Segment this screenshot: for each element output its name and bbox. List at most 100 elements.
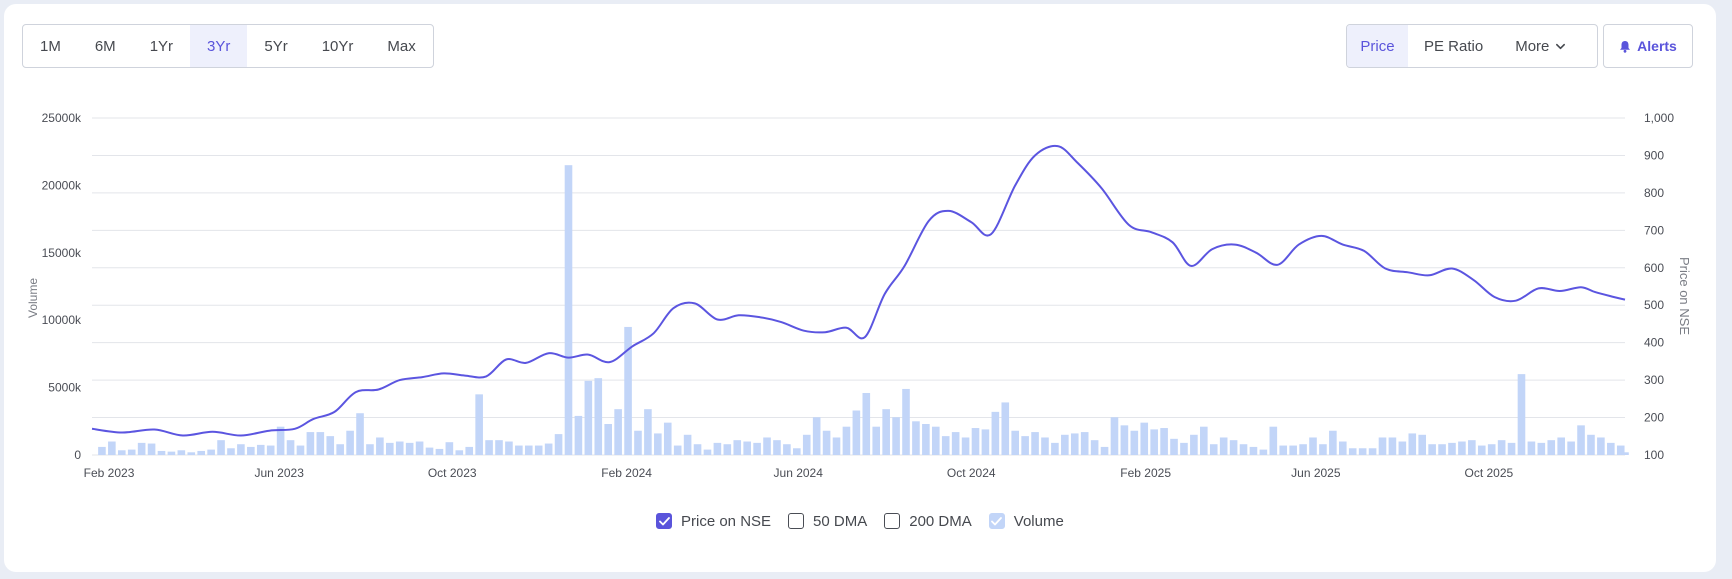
- volume-bar: [147, 443, 156, 455]
- x-tick-label: Oct 2023: [428, 466, 477, 480]
- volume-bar: [1547, 440, 1556, 455]
- volume-bar: [425, 447, 434, 455]
- volume-bar: [475, 394, 483, 455]
- y-left-tick-label: 25000k: [42, 111, 82, 125]
- volume-bar: [515, 445, 523, 455]
- chart-card: [4, 4, 1716, 572]
- volume-bar: [703, 449, 712, 455]
- legend-item-price-on-nse[interactable]: Price on NSE: [656, 513, 771, 530]
- alerts-button[interactable]: Alerts: [1603, 24, 1693, 68]
- volume-bar: [1070, 433, 1079, 455]
- volume-bar: [882, 409, 890, 455]
- range-button-max[interactable]: Max: [387, 37, 416, 55]
- volume-bar: [1577, 425, 1585, 455]
- volume-bar: [1309, 437, 1317, 455]
- volume-bar: [743, 441, 751, 455]
- volume-bar: [793, 448, 801, 455]
- y-right-tick-label: 800: [1644, 186, 1664, 200]
- volume-bar: [1418, 434, 1427, 455]
- y-right-tick-label: 200: [1644, 411, 1664, 425]
- range-button-5yr[interactable]: 5Yr: [264, 37, 288, 55]
- volume-bar: [1388, 437, 1397, 455]
- volume-bar: [574, 415, 583, 455]
- volume-bar: [1299, 444, 1307, 455]
- volume-bar: [1289, 445, 1297, 455]
- volume-bar: [564, 165, 573, 455]
- x-tick-label: Feb 2024: [601, 466, 652, 480]
- volume-bar: [197, 450, 205, 455]
- y-left-tick-label: 10000k: [42, 313, 82, 327]
- legend-item-50-dma[interactable]: 50 DMA: [788, 513, 867, 530]
- volume-bar: [1120, 425, 1129, 455]
- volume-bar: [832, 437, 841, 455]
- alerts-label: Alerts: [1637, 38, 1677, 54]
- legend-checkbox[interactable]: [788, 513, 805, 529]
- volume-bar: [1621, 452, 1629, 455]
- check-icon: [658, 516, 670, 525]
- volume-bar: [1259, 449, 1268, 455]
- volume-bar: [1061, 434, 1069, 455]
- volume-bar: [892, 417, 900, 455]
- volume-bar: [1358, 448, 1367, 455]
- volume-bar: [544, 443, 553, 455]
- volume-bar: [1190, 434, 1198, 455]
- volume-bar: [187, 452, 196, 455]
- y-right-tick-label: 900: [1644, 148, 1664, 162]
- legend-label: Price on NSE: [681, 512, 772, 530]
- y-left-axis-title: Volume: [26, 278, 40, 318]
- volume-bar: [1607, 442, 1615, 455]
- volume-bar: [376, 437, 384, 455]
- volume-bar: [763, 437, 771, 455]
- volume-bar: [266, 445, 275, 455]
- metric-price-button[interactable]: Price: [1347, 25, 1408, 67]
- legend-checkbox[interactable]: [656, 513, 672, 529]
- volume-bar: [1080, 432, 1089, 455]
- volume-bar: [137, 442, 146, 455]
- range-button-1m[interactable]: 1M: [40, 37, 61, 55]
- legend-item-volume[interactable]: Volume: [988, 513, 1064, 530]
- volume-bar: [316, 432, 325, 455]
- volume-bar: [1438, 444, 1446, 455]
- x-tick-label: Jun 2024: [774, 466, 824, 480]
- legend-label: 50 DMA: [813, 512, 868, 530]
- range-button-6m[interactable]: 6M: [94, 37, 116, 55]
- volume-bar: [1011, 430, 1020, 455]
- y-right-tick-label: 500: [1644, 298, 1664, 312]
- metric-pe-ratio-button[interactable]: PE Ratio: [1424, 37, 1484, 55]
- volume-bar: [1219, 437, 1228, 455]
- volume-bar: [554, 434, 563, 455]
- legend-checkbox[interactable]: [988, 513, 1005, 529]
- legend-checkbox[interactable]: [884, 513, 901, 529]
- volume-bar: [435, 448, 444, 455]
- volume-bar: [981, 429, 990, 455]
- range-button-1yr[interactable]: 1Yr: [149, 37, 174, 55]
- volume-bar: [485, 440, 493, 455]
- volume-bar: [902, 388, 910, 455]
- volume-bar: [1487, 444, 1496, 455]
- volume-bar: [1477, 445, 1486, 455]
- volume-bar: [1150, 429, 1158, 455]
- volume-bar: [326, 436, 335, 455]
- y-left-tick-label: 0: [74, 448, 81, 462]
- volume-bar: [1458, 441, 1466, 455]
- volume-bar: [455, 450, 464, 455]
- volume-bar: [991, 411, 1000, 455]
- volume-bar: [1279, 445, 1288, 455]
- volume-bar: [1329, 430, 1337, 455]
- range-button-3yr[interactable]: 3Yr: [190, 25, 248, 67]
- x-tick-label: Oct 2025: [1465, 466, 1514, 480]
- volume-bar: [286, 440, 295, 455]
- volume-bar: [108, 441, 116, 455]
- volume-bar: [1229, 440, 1238, 455]
- x-tick-label: Oct 2024: [947, 466, 996, 480]
- volume-bar: [971, 428, 980, 455]
- y-left-tick-label: 5000k: [48, 381, 82, 395]
- volume-bar: [1448, 442, 1456, 455]
- legend-item-200-dma[interactable]: 200 DMA: [884, 513, 972, 530]
- y-right-tick-label: 1,000: [1644, 111, 1674, 125]
- range-button-10yr[interactable]: 10Yr: [321, 37, 354, 55]
- more-dropdown-button[interactable]: More: [1499, 25, 1582, 67]
- volume-bar: [654, 433, 662, 455]
- volume-bar: [227, 448, 235, 455]
- volume-bar: [624, 326, 632, 455]
